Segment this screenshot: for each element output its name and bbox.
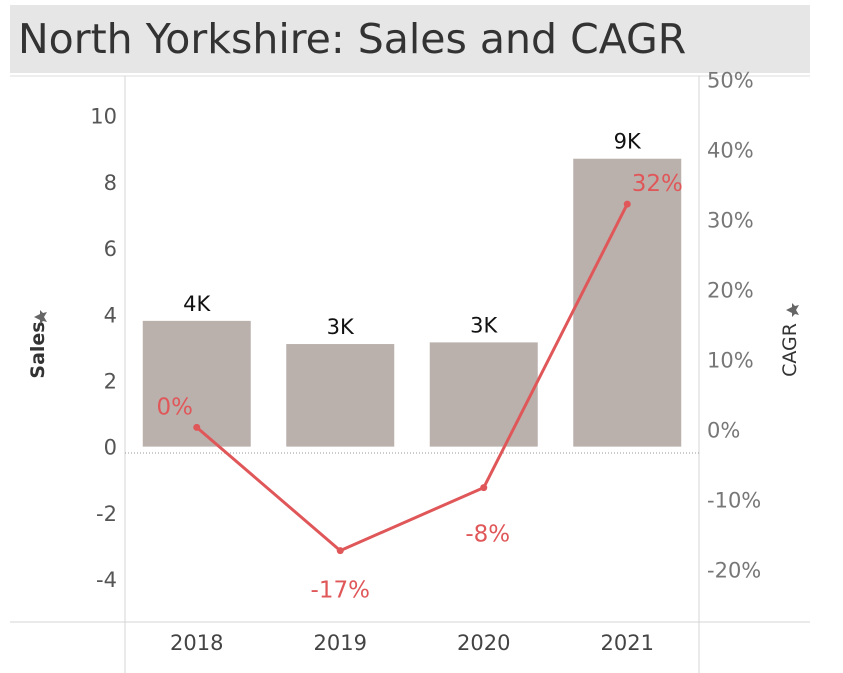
cagr-label: 32% bbox=[632, 171, 683, 197]
title-bar: North Yorkshire: Sales and CAGR bbox=[10, 5, 810, 73]
cagr-label: 0% bbox=[157, 394, 194, 420]
left-axis-title-group: Sales bbox=[27, 310, 49, 379]
category-label: 2021 bbox=[601, 631, 654, 655]
left-tick-label: 6 bbox=[104, 237, 117, 261]
bar-2020 bbox=[429, 342, 538, 447]
category-label: 2018 bbox=[170, 631, 223, 655]
cagr-point bbox=[623, 200, 631, 208]
bar-label: 9K bbox=[614, 130, 642, 154]
right-tick-label: -10% bbox=[707, 489, 761, 513]
cagr-point bbox=[336, 547, 344, 555]
left-tick-label: -2 bbox=[96, 502, 117, 526]
bar-labels: 4K 3K 3K 9K bbox=[183, 130, 642, 339]
right-tick-label: -20% bbox=[707, 559, 761, 583]
right-tick-label: 10% bbox=[707, 349, 754, 373]
bar-2019 bbox=[286, 344, 395, 447]
category-axis-labels: 2018 2019 2020 2021 bbox=[170, 631, 654, 655]
left-tick-label: 2 bbox=[104, 369, 117, 393]
right-tick-label: 50% bbox=[707, 69, 754, 93]
right-tick-label: 20% bbox=[707, 279, 754, 303]
left-tick-label: -4 bbox=[96, 568, 117, 592]
bar-label: 4K bbox=[183, 292, 211, 316]
pin-icon bbox=[34, 310, 47, 324]
cagr-line bbox=[195, 203, 629, 553]
bar-label: 3K bbox=[327, 315, 355, 339]
cagr-point bbox=[480, 484, 488, 492]
right-axis-ticks: 50% 40% 30% 20% 10% 0% -10% -20% bbox=[707, 69, 761, 583]
left-axis-ticks: 10 8 6 4 2 0 -2 -4 bbox=[90, 105, 117, 592]
right-axis-title: CAGR bbox=[779, 323, 801, 377]
cagr-label: -8% bbox=[465, 522, 510, 548]
right-tick-label: 40% bbox=[707, 139, 754, 163]
left-axis-title: Sales bbox=[27, 321, 49, 378]
left-tick-label: 10 bbox=[90, 105, 117, 129]
left-tick-label: 4 bbox=[104, 303, 117, 327]
chart-title: North Yorkshire: Sales and CAGR bbox=[18, 15, 687, 63]
category-label: 2019 bbox=[314, 631, 367, 655]
left-tick-label: 0 bbox=[104, 436, 117, 460]
category-label: 2020 bbox=[457, 631, 510, 655]
right-tick-label: 0% bbox=[707, 419, 740, 443]
bar-label: 3K bbox=[470, 313, 498, 337]
cagr-line-series: 0% -17% -8% 32% bbox=[157, 171, 683, 603]
cagr-point bbox=[193, 423, 201, 431]
right-tick-label: 30% bbox=[707, 209, 754, 233]
cagr-label: -17% bbox=[311, 578, 370, 604]
bar-series bbox=[142, 158, 682, 447]
left-tick-label: 8 bbox=[104, 171, 117, 195]
right-axis-title-group: CAGR bbox=[779, 303, 801, 377]
pin-icon bbox=[786, 303, 799, 317]
